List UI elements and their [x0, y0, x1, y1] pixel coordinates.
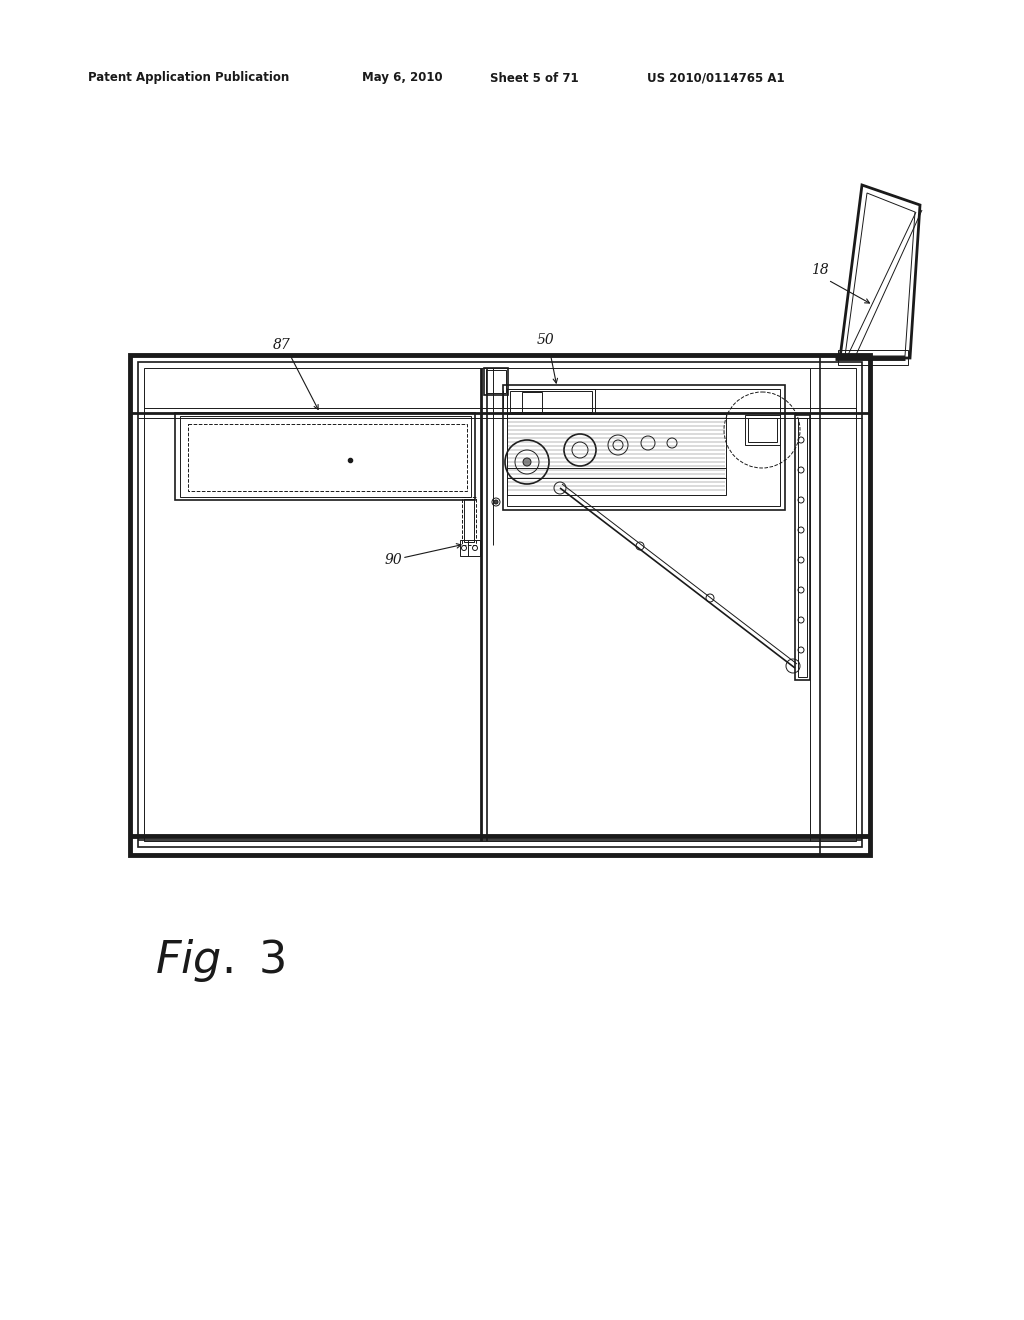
Bar [484, 368, 508, 395]
Bar [460, 540, 480, 556]
Bar [838, 350, 908, 366]
Bar [507, 389, 595, 414]
Bar [798, 418, 807, 677]
Bar [175, 413, 475, 500]
Text: $\it{Fig.\ 3}$: $\it{Fig.\ 3}$ [155, 936, 286, 983]
Text: 18: 18 [811, 263, 828, 277]
Text: Patent Application Publication: Patent Application Publication [88, 71, 289, 84]
Text: Sheet 5 of 71: Sheet 5 of 71 [490, 71, 579, 84]
Bar [507, 389, 780, 506]
Bar [188, 424, 467, 491]
Circle shape [494, 500, 498, 504]
Circle shape [523, 458, 531, 466]
Bar [462, 498, 476, 545]
Bar [138, 362, 862, 847]
Bar [486, 370, 506, 393]
Text: 87: 87 [273, 338, 291, 352]
Text: 90: 90 [384, 553, 401, 568]
Bar [144, 368, 856, 841]
Bar [748, 418, 777, 442]
Text: May 6, 2010: May 6, 2010 [362, 71, 442, 84]
Bar [180, 416, 471, 498]
Bar [795, 414, 810, 680]
Bar [507, 414, 726, 495]
Bar [464, 499, 474, 543]
Bar [522, 392, 542, 412]
Bar [130, 355, 870, 855]
Text: US 2010/0114765 A1: US 2010/0114765 A1 [647, 71, 784, 84]
Bar [510, 391, 592, 412]
Text: 50: 50 [538, 333, 555, 347]
Bar [745, 414, 780, 445]
Bar [503, 385, 785, 510]
